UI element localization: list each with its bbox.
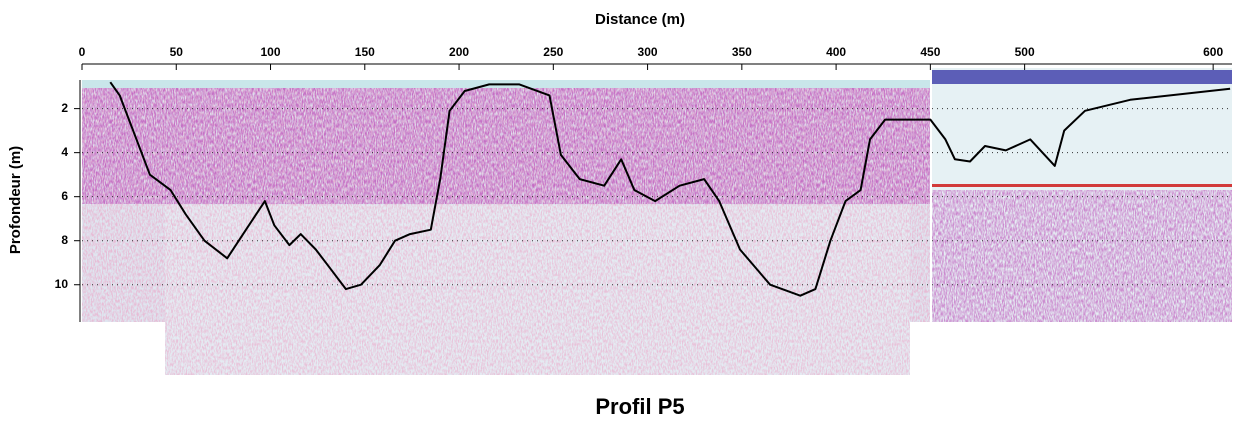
y-tick-label: 10 bbox=[55, 277, 69, 291]
x-tick-label: 100 bbox=[261, 45, 281, 59]
panel-strong bbox=[82, 88, 930, 204]
x-tick-label: 600 bbox=[1203, 45, 1223, 59]
x-tick-label: 250 bbox=[543, 45, 563, 59]
panel-lower-noise bbox=[165, 205, 910, 375]
x-tick-label: 50 bbox=[170, 45, 184, 59]
x-tick-label: 450 bbox=[920, 45, 940, 59]
x-tick-label: 350 bbox=[732, 45, 752, 59]
y-axis-label: Profondeur (m) bbox=[7, 146, 24, 254]
x-axis-label: Distance (m) bbox=[595, 11, 685, 28]
panel-right-noise bbox=[932, 190, 1232, 322]
panel-right-band bbox=[932, 70, 1232, 84]
x-tick-label: 0 bbox=[79, 45, 86, 59]
y-tick-label: 2 bbox=[61, 101, 68, 115]
x-tick-label: 300 bbox=[638, 45, 658, 59]
interface-line bbox=[109, 81, 1231, 297]
x-tick-label: 150 bbox=[355, 45, 375, 59]
chart-title: Profil P5 bbox=[595, 394, 684, 419]
x-tick-label: 400 bbox=[826, 45, 846, 59]
x-tick-label: 500 bbox=[1015, 45, 1035, 59]
y-tick-label: 6 bbox=[61, 189, 68, 203]
y-tick-label: 4 bbox=[61, 145, 68, 159]
y-tick-label: 8 bbox=[61, 233, 68, 247]
panel-right-reflector bbox=[932, 184, 1232, 187]
x-tick-label: 200 bbox=[449, 45, 469, 59]
